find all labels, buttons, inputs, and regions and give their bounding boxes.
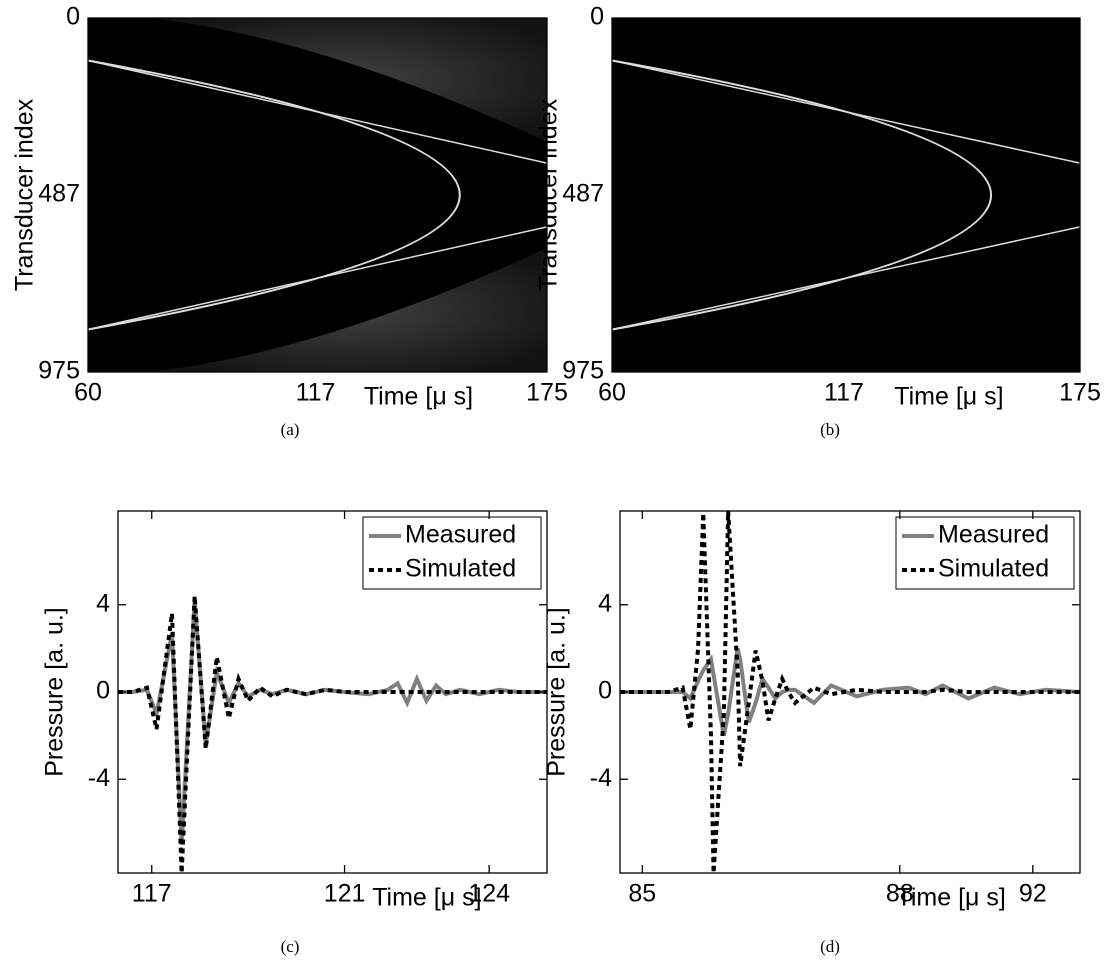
y-tick-label: 0 [598,677,612,705]
legend: Measured Simulated [895,516,1075,590]
caption: (c) [281,937,300,956]
caption: (a) [281,420,300,439]
y-tick-label: -4 [88,764,110,792]
y-axis-label: Pressure [a. u.] [543,607,571,777]
wavefront [87,59,548,164]
legend-label: Simulated [938,555,1049,583]
y-tick-label: 975 [562,357,604,385]
y-tick-label: 487 [38,179,80,207]
speckle [147,18,548,142]
x-axis-label: Time [μ s] [894,383,1003,411]
plot-area [620,511,1080,873]
x-tick-label: 85 [628,880,656,908]
legend-box [895,516,1075,590]
y-tick-label: 0 [66,3,80,31]
wavefront [87,59,461,331]
series-line [118,595,547,873]
caption: (d) [820,937,840,956]
axes-frame [87,17,548,373]
x-tick-label: 88 [886,880,914,908]
y-axis-label: Pressure [a. u.] [41,607,69,777]
y-tick-label: 487 [562,179,604,207]
x-tick-label: 60 [598,379,626,407]
y-tick-label: 975 [38,357,80,385]
image [612,18,1080,372]
y-tick-label: 0 [96,677,110,705]
x-tick-label: 175 [1059,379,1101,407]
caption: (b) [820,420,840,439]
wavefront [611,59,993,331]
y-axis-label: Transducer index [535,98,563,291]
x-tick-label: 60 [74,379,102,407]
wavefront [611,226,1081,331]
x-tick-label: 124 [468,880,510,908]
wavefront [87,226,548,331]
axes-frame [611,17,1081,373]
legend-label: Measured [938,521,1049,549]
series-line [620,511,1080,873]
y-tick-label: -4 [590,764,612,792]
x-tick-label: 92 [1019,880,1047,908]
x-tick-label: 117 [296,379,336,407]
x-tick-label: 121 [324,880,366,908]
plot-area [118,595,547,873]
y-tick-label: 0 [590,3,604,31]
speckle [147,248,548,372]
wavefront [611,59,1081,164]
panel: 60 117 175 0 487 975 Time [μ s] Transducer inde… [535,3,1101,439]
x-tick-label: 117 [132,880,172,908]
y-tick-label: 4 [96,589,110,617]
y-tick-label: 4 [598,589,612,617]
x-axis-label: Time [μ s] [897,884,1006,912]
panel: Measured Simulated 117 121 124 -4 0 4 Time [μ s]… [41,510,548,956]
series-line [620,647,1080,737]
legend: Measured Simulated [362,516,542,590]
series-line [118,600,547,845]
panel: Measured Simulated 85 88 92 -4 0 4 Time [μ s] Pre… [543,510,1081,956]
legend-label: Measured [405,521,516,549]
x-tick-label: 175 [526,379,568,407]
legend-label: Simulated [405,555,516,583]
x-axis-label: Time [μ s] [372,884,481,912]
legend-box [362,516,542,590]
x-axis-label: Time [μ s] [364,383,473,411]
x-tick-label: 117 [824,379,864,407]
y-axis-label: Transducer index [11,98,39,291]
panel: 60 117 175 0 487 975 Time [μ s] Transducer inde… [11,3,568,439]
